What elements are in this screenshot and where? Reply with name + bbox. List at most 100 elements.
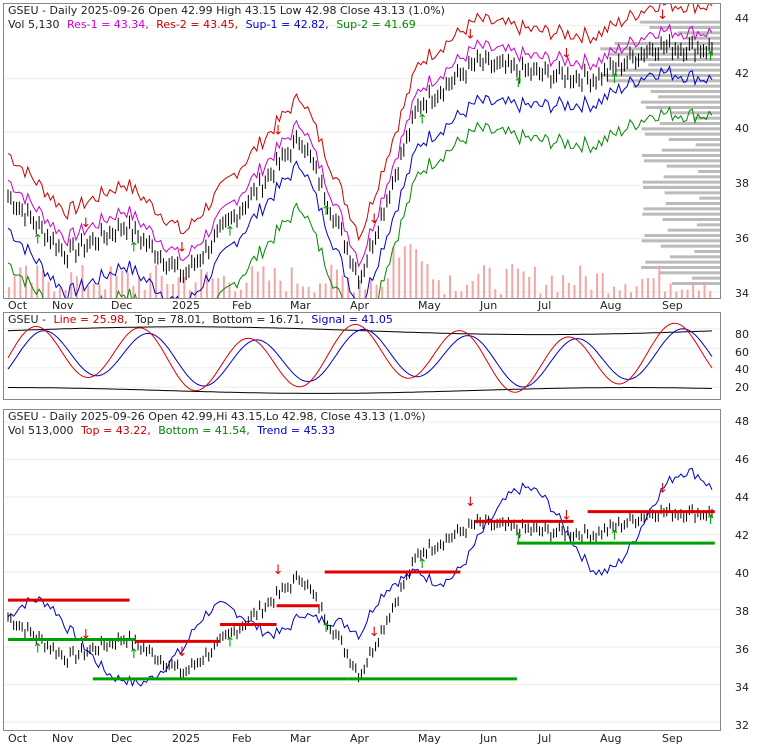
buy-arrow: ↑: [705, 50, 716, 65]
volume-bar: [256, 271, 259, 298]
volume-bar: [177, 277, 180, 298]
x-label: Oct: [8, 299, 28, 312]
volume-profile-bar: [664, 191, 720, 195]
price-info-line: GSEU - Daily 2025-09-26 Open 42.99 High …: [8, 4, 449, 18]
p2-ytick: 60: [735, 346, 749, 359]
volume-profile-bar: [641, 266, 720, 269]
x-label: 2025: [172, 299, 200, 312]
p1-ytick: 34: [735, 287, 749, 300]
price-panel: ↑ ↓ ↑ ↓ ↑ ↓ ↑ ↓ ↑ ↓ ↑ ↓ ↑ ↓ ↑ GSEU - Daily 2025-09-26 …: [3, 3, 721, 299]
volume-bar: [652, 278, 655, 298]
volume-bar: [53, 291, 56, 298]
volume-bar: [347, 277, 350, 298]
buy-arrow: ↑: [128, 241, 139, 256]
volume-bar: [641, 279, 644, 298]
osc-bottom-label: Bottom = 16.71,: [212, 313, 304, 326]
buy-arrow: ↑: [609, 72, 620, 87]
sup2-label: Sup-2 = 41.69: [336, 18, 416, 31]
volume-bar: [324, 283, 327, 298]
volume-bar: [302, 286, 305, 298]
volume-bar: [686, 289, 689, 298]
volume-profile-bar: [640, 100, 720, 104]
x-label: May: [418, 299, 441, 312]
volume-bar: [550, 275, 553, 298]
volume-profile-bar: [641, 239, 720, 243]
buy-arrow: ↑: [128, 647, 139, 662]
volume-bar: [143, 290, 146, 298]
osc-bottom-line: [8, 387, 713, 394]
sell-arrow: ↓: [657, 8, 668, 23]
volume-bar: [239, 289, 242, 298]
p3-ytick: 38: [735, 605, 749, 618]
volume-profile-bar: [643, 186, 720, 189]
volume-profile-bar: [642, 212, 720, 216]
p3-ytick: 34: [735, 681, 749, 694]
volume-bar: [703, 284, 706, 298]
p2-ytick: 40: [735, 363, 749, 376]
sell-arrow: ↓: [176, 241, 187, 256]
volume-bar: [454, 291, 457, 298]
x-label: Aug: [600, 299, 622, 312]
x-label: Jul: [538, 299, 552, 312]
volume-profile-bar: [695, 143, 720, 147]
volume-bar: [138, 276, 141, 298]
buy-arrow: ↑: [321, 204, 332, 219]
volume-profile-bar: [644, 234, 720, 237]
volume-profile-bar: [698, 170, 720, 173]
sell-arrow: ↓: [465, 495, 476, 510]
res1-label: Res-1 = 43.34,: [66, 18, 149, 31]
volume-profile-bar: [600, 74, 720, 77]
volume-bar: [36, 265, 39, 298]
volume-profile-bar: [658, 95, 720, 99]
osc-signal-label: Signal = 41.05: [311, 313, 393, 326]
sell-arrow: ↓: [465, 27, 476, 42]
volume-bar: [251, 266, 254, 298]
volume-bar: [522, 271, 525, 298]
volume-bar: [545, 284, 548, 298]
sup1-line: [7, 65, 713, 298]
sell-arrow: ↓: [369, 625, 380, 640]
x-label: Nov: [52, 732, 74, 745]
buy-arrow: ↑: [32, 233, 43, 248]
volume-profile-bar: [643, 207, 720, 211]
buy-arrow: ↑: [417, 557, 428, 572]
volume-profile-bar: [640, 20, 720, 24]
volume-profile-bar: [667, 228, 720, 232]
volume-bar: [330, 264, 333, 298]
volume-profile-bar: [649, 26, 720, 29]
volume-bar: [273, 268, 276, 298]
volume-bar: [279, 280, 282, 298]
volume-profile-bar: [660, 244, 720, 248]
volume-bar: [183, 276, 186, 298]
volume-bar: [194, 282, 197, 298]
volume-bar: [601, 272, 604, 298]
volume-bar: [262, 266, 265, 298]
p3-ytick: 40: [735, 567, 749, 580]
p3-ytick: 42: [735, 529, 749, 542]
volume-bar: [341, 275, 344, 298]
x-label: Mar: [290, 732, 311, 745]
volume-profile-bar: [699, 196, 720, 200]
volume-bar: [268, 280, 271, 298]
volume-bar: [132, 285, 135, 298]
oscillator-chart: [4, 322, 720, 394]
volume-bar: [92, 283, 95, 298]
sell-arrow: ↓: [80, 216, 91, 231]
trend-info-line: GSEU - Daily 2025-09-26 Open 42.99,Hi 43…: [8, 410, 430, 424]
volume-bar: [460, 291, 463, 298]
trend-panel: ↑ ↓ ↑ ↓ ↑ ↓ ↑ ↓ ↑ ↓ ↑ ↓ ↑ ↓ ↑ GSEU - Daily 2025-09-26 …: [3, 409, 721, 731]
osc-line: [7, 322, 713, 393]
volume-bar: [70, 272, 73, 298]
x-label: Feb: [232, 299, 252, 312]
sell-arrow: ↓: [561, 47, 572, 62]
volume-bar: [488, 267, 491, 298]
volume-bar: [669, 283, 672, 298]
volume-profile-bar: [644, 132, 720, 136]
volume-bar: [646, 278, 649, 298]
volume-bar: [658, 265, 661, 298]
volume-label: Vol 5,130: [8, 18, 60, 31]
volume-profile-bar: [669, 255, 720, 259]
volume-bar: [200, 269, 203, 298]
volume-bar: [675, 291, 678, 298]
p3-ytick: 36: [735, 643, 749, 656]
